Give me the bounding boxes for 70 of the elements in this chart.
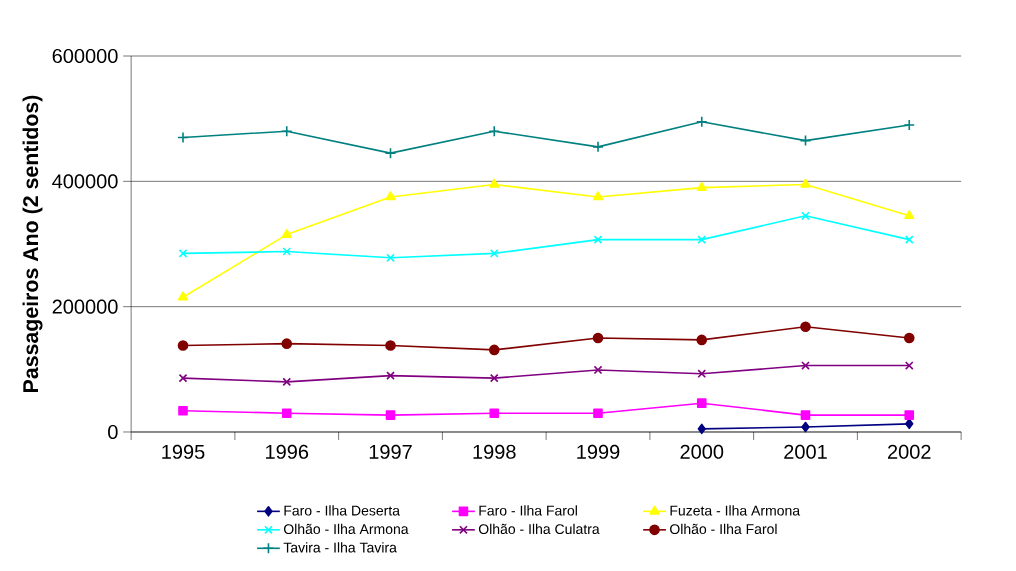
point bbox=[488, 125, 501, 138]
x-tick-label: 1998 bbox=[473, 444, 516, 459]
point bbox=[177, 291, 189, 301]
point bbox=[801, 421, 810, 433]
legend-label: Faro - Ilha Deserta bbox=[284, 505, 400, 516]
x-tick-label: 1996 bbox=[266, 444, 309, 459]
legend-label: Faro - Ilha Farol bbox=[479, 505, 577, 516]
point bbox=[488, 344, 500, 356]
point bbox=[697, 369, 707, 379]
point bbox=[697, 235, 707, 244]
point bbox=[489, 249, 499, 258]
point bbox=[385, 340, 396, 351]
x-tick-label: 1997 bbox=[369, 444, 412, 459]
point bbox=[904, 210, 915, 220]
point bbox=[489, 373, 499, 383]
point bbox=[800, 410, 811, 420]
point bbox=[696, 181, 707, 191]
point bbox=[904, 235, 914, 244]
legend-label: Tavira - Ilha Tavira bbox=[283, 542, 397, 553]
point bbox=[903, 332, 915, 344]
y-tick-label: 400000 bbox=[52, 174, 118, 189]
point bbox=[799, 134, 812, 147]
point bbox=[178, 373, 188, 383]
y-tick-label: 200000 bbox=[52, 299, 118, 314]
point bbox=[386, 371, 395, 380]
point bbox=[800, 178, 811, 188]
point bbox=[592, 332, 604, 344]
point bbox=[592, 191, 604, 201]
point bbox=[800, 321, 811, 333]
legend-label: Olhão - Ilha Farol bbox=[670, 523, 777, 535]
point bbox=[801, 211, 810, 221]
point bbox=[593, 235, 603, 244]
point bbox=[384, 147, 397, 159]
point bbox=[696, 334, 708, 346]
point bbox=[489, 178, 500, 188]
point bbox=[386, 253, 395, 263]
legend-label: Fuzeta - Ilha Armona bbox=[670, 505, 801, 516]
x-tick-label: 2000 bbox=[680, 444, 724, 459]
point bbox=[282, 377, 292, 387]
point bbox=[178, 249, 188, 258]
point bbox=[177, 340, 189, 351]
point bbox=[697, 423, 706, 435]
point bbox=[904, 361, 914, 370]
x-tick-label: 2001 bbox=[784, 444, 827, 459]
point bbox=[593, 365, 603, 375]
point bbox=[385, 410, 396, 420]
point bbox=[281, 338, 293, 349]
x-tick-label: 2002 bbox=[888, 444, 931, 459]
legend-label: Olhão - Ilha Culatra bbox=[478, 523, 600, 535]
point bbox=[177, 131, 189, 144]
legend-label: Olhão - Ilha Armona bbox=[283, 523, 409, 535]
point bbox=[489, 408, 500, 418]
point bbox=[904, 410, 915, 420]
point bbox=[695, 116, 708, 128]
x-tick-label: 1995 bbox=[162, 444, 205, 459]
point bbox=[280, 125, 293, 138]
point bbox=[385, 191, 396, 201]
point bbox=[282, 247, 292, 256]
point bbox=[281, 228, 292, 238]
point bbox=[178, 405, 188, 416]
x-tick-label: 1999 bbox=[577, 444, 620, 459]
y-tick-label: 0 bbox=[108, 424, 118, 440]
y-tick-label: 600000 bbox=[52, 48, 118, 64]
y-axis-title: Passageiros Ano (2 sentidos) bbox=[22, 95, 43, 392]
point bbox=[592, 141, 604, 153]
point bbox=[903, 119, 916, 131]
point bbox=[801, 361, 810, 370]
point bbox=[593, 408, 603, 418]
point bbox=[696, 398, 707, 408]
point bbox=[281, 408, 292, 418]
